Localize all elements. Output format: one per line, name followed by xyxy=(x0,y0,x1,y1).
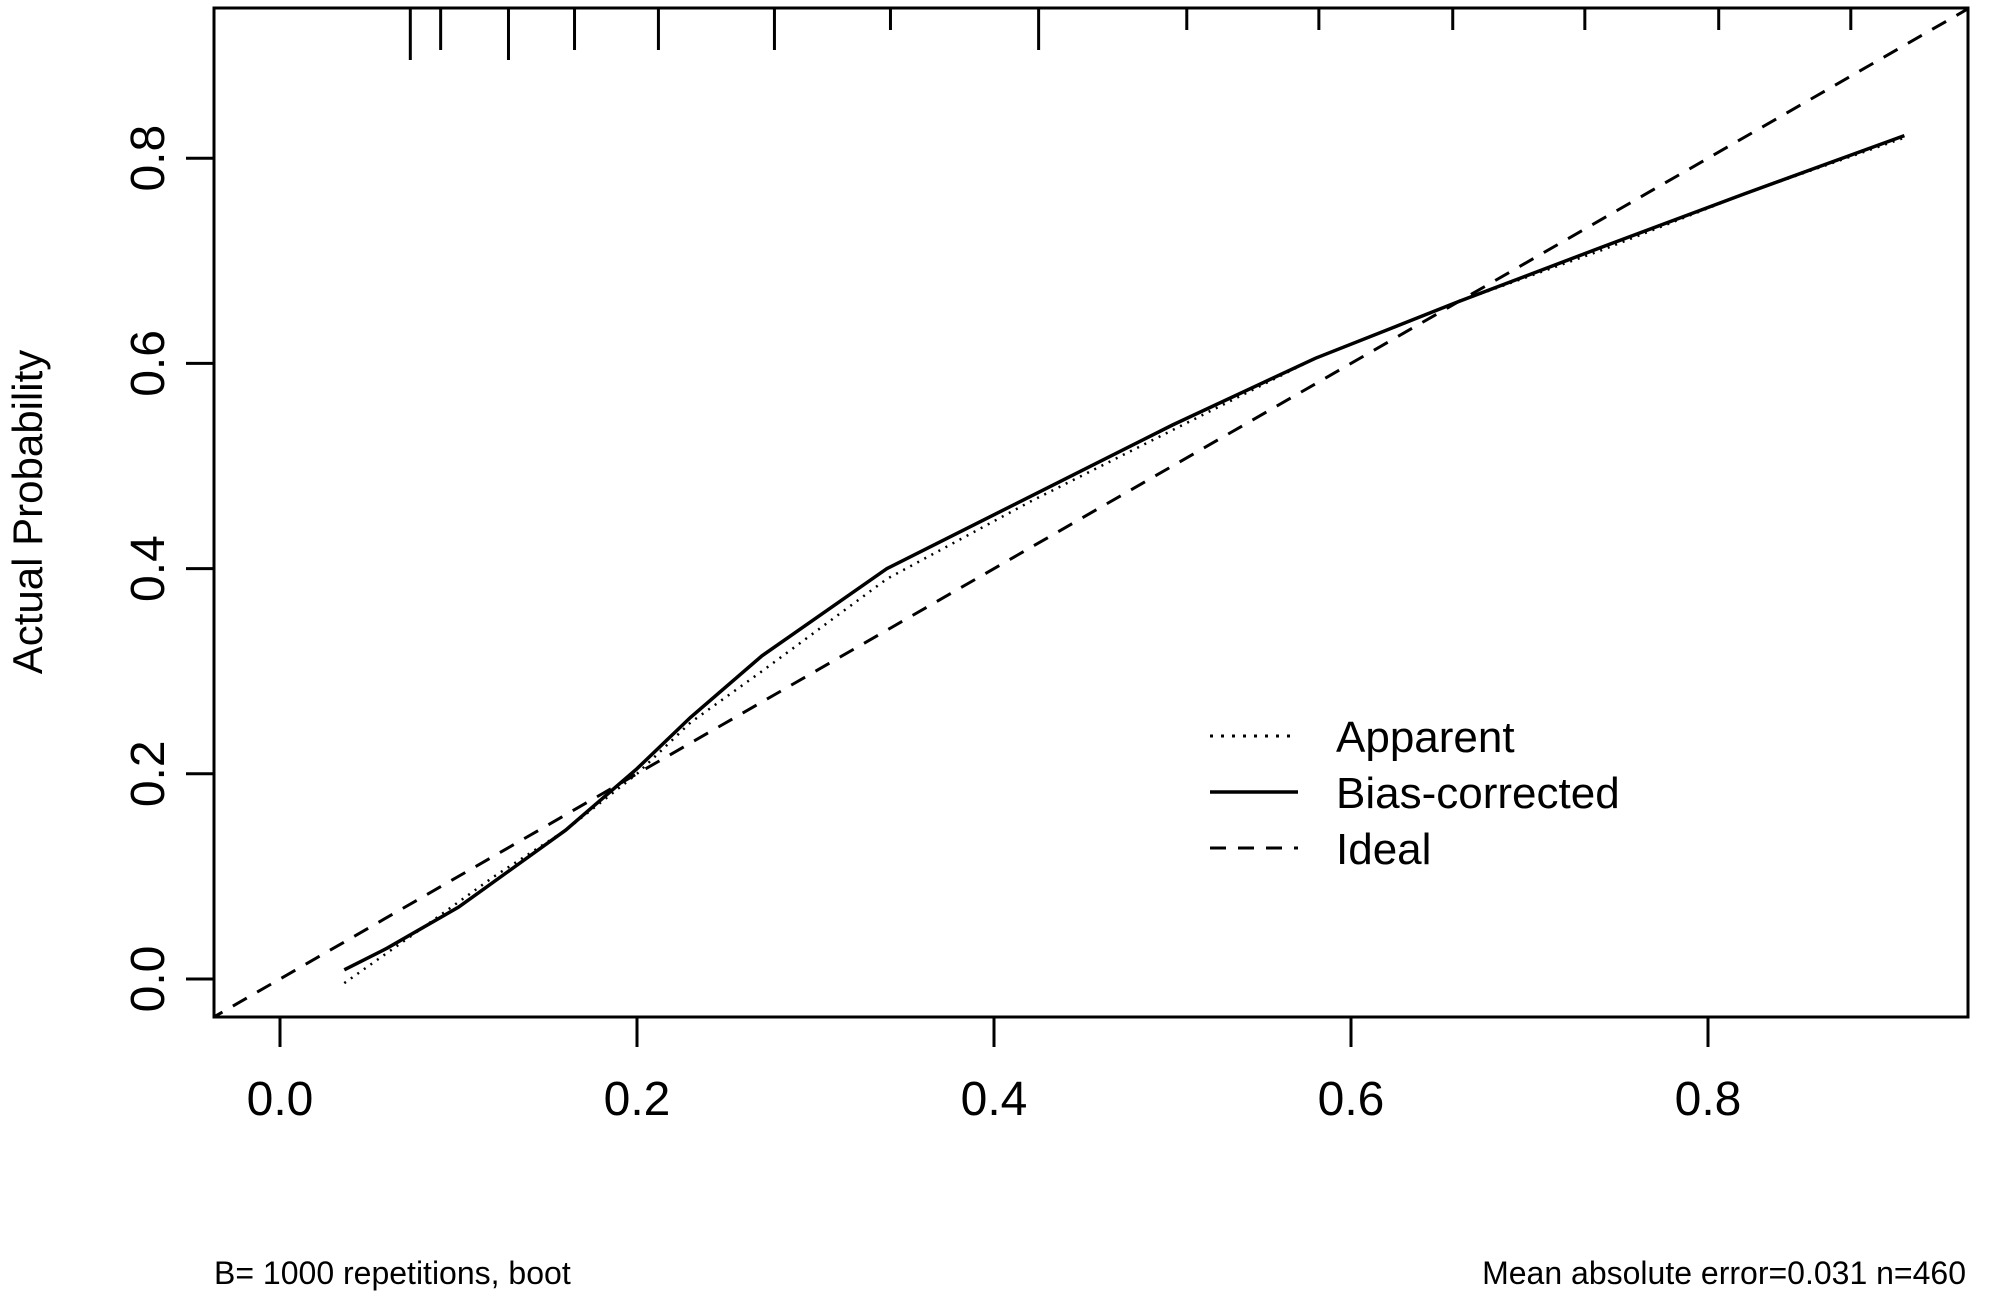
series-line-bias-corrected xyxy=(343,133,1905,972)
y-axis: 0.0 0.2 0.4 0.6 0.8 xyxy=(122,125,214,1013)
x-tick-label-3: 0.6 xyxy=(1318,1073,1385,1126)
y-axis-label: Actual Probability xyxy=(4,350,51,675)
x-tick-label-1: 0.2 xyxy=(604,1073,671,1126)
plot-frame xyxy=(212,6,1970,1019)
footer-left: B= 1000 repetitions, boot xyxy=(214,1255,571,1291)
y-tick-label-4: 0.8 xyxy=(122,125,175,192)
y-tick-label-3: 0.6 xyxy=(122,330,175,397)
x-tick-label-2: 0.4 xyxy=(961,1073,1028,1126)
footer-right: Mean absolute error=0.031 n=460 xyxy=(1482,1255,1966,1291)
x-axis: 0.0 0.2 0.4 0.6 0.8 xyxy=(247,1017,1742,1126)
x-tick-label-0: 0.0 xyxy=(247,1073,314,1126)
legend-label-apparent: Apparent xyxy=(1336,713,1515,762)
series-lines xyxy=(214,8,1968,1017)
y-tick-label-0: 0.0 xyxy=(122,946,175,1013)
rug-marks xyxy=(408,8,1853,60)
y-tick-label-2: 0.4 xyxy=(122,535,175,602)
series-line-ideal xyxy=(214,8,1968,1017)
legend: Apparent Bias-corrected Ideal xyxy=(1210,713,1620,874)
legend-label-ideal: Ideal xyxy=(1336,825,1431,874)
legend-label-bias-corrected: Bias-corrected xyxy=(1336,769,1620,818)
y-tick-label-1: 0.2 xyxy=(122,740,175,807)
series-line-apparent xyxy=(343,136,1905,985)
x-tick-label-4: 0.8 xyxy=(1675,1073,1742,1126)
